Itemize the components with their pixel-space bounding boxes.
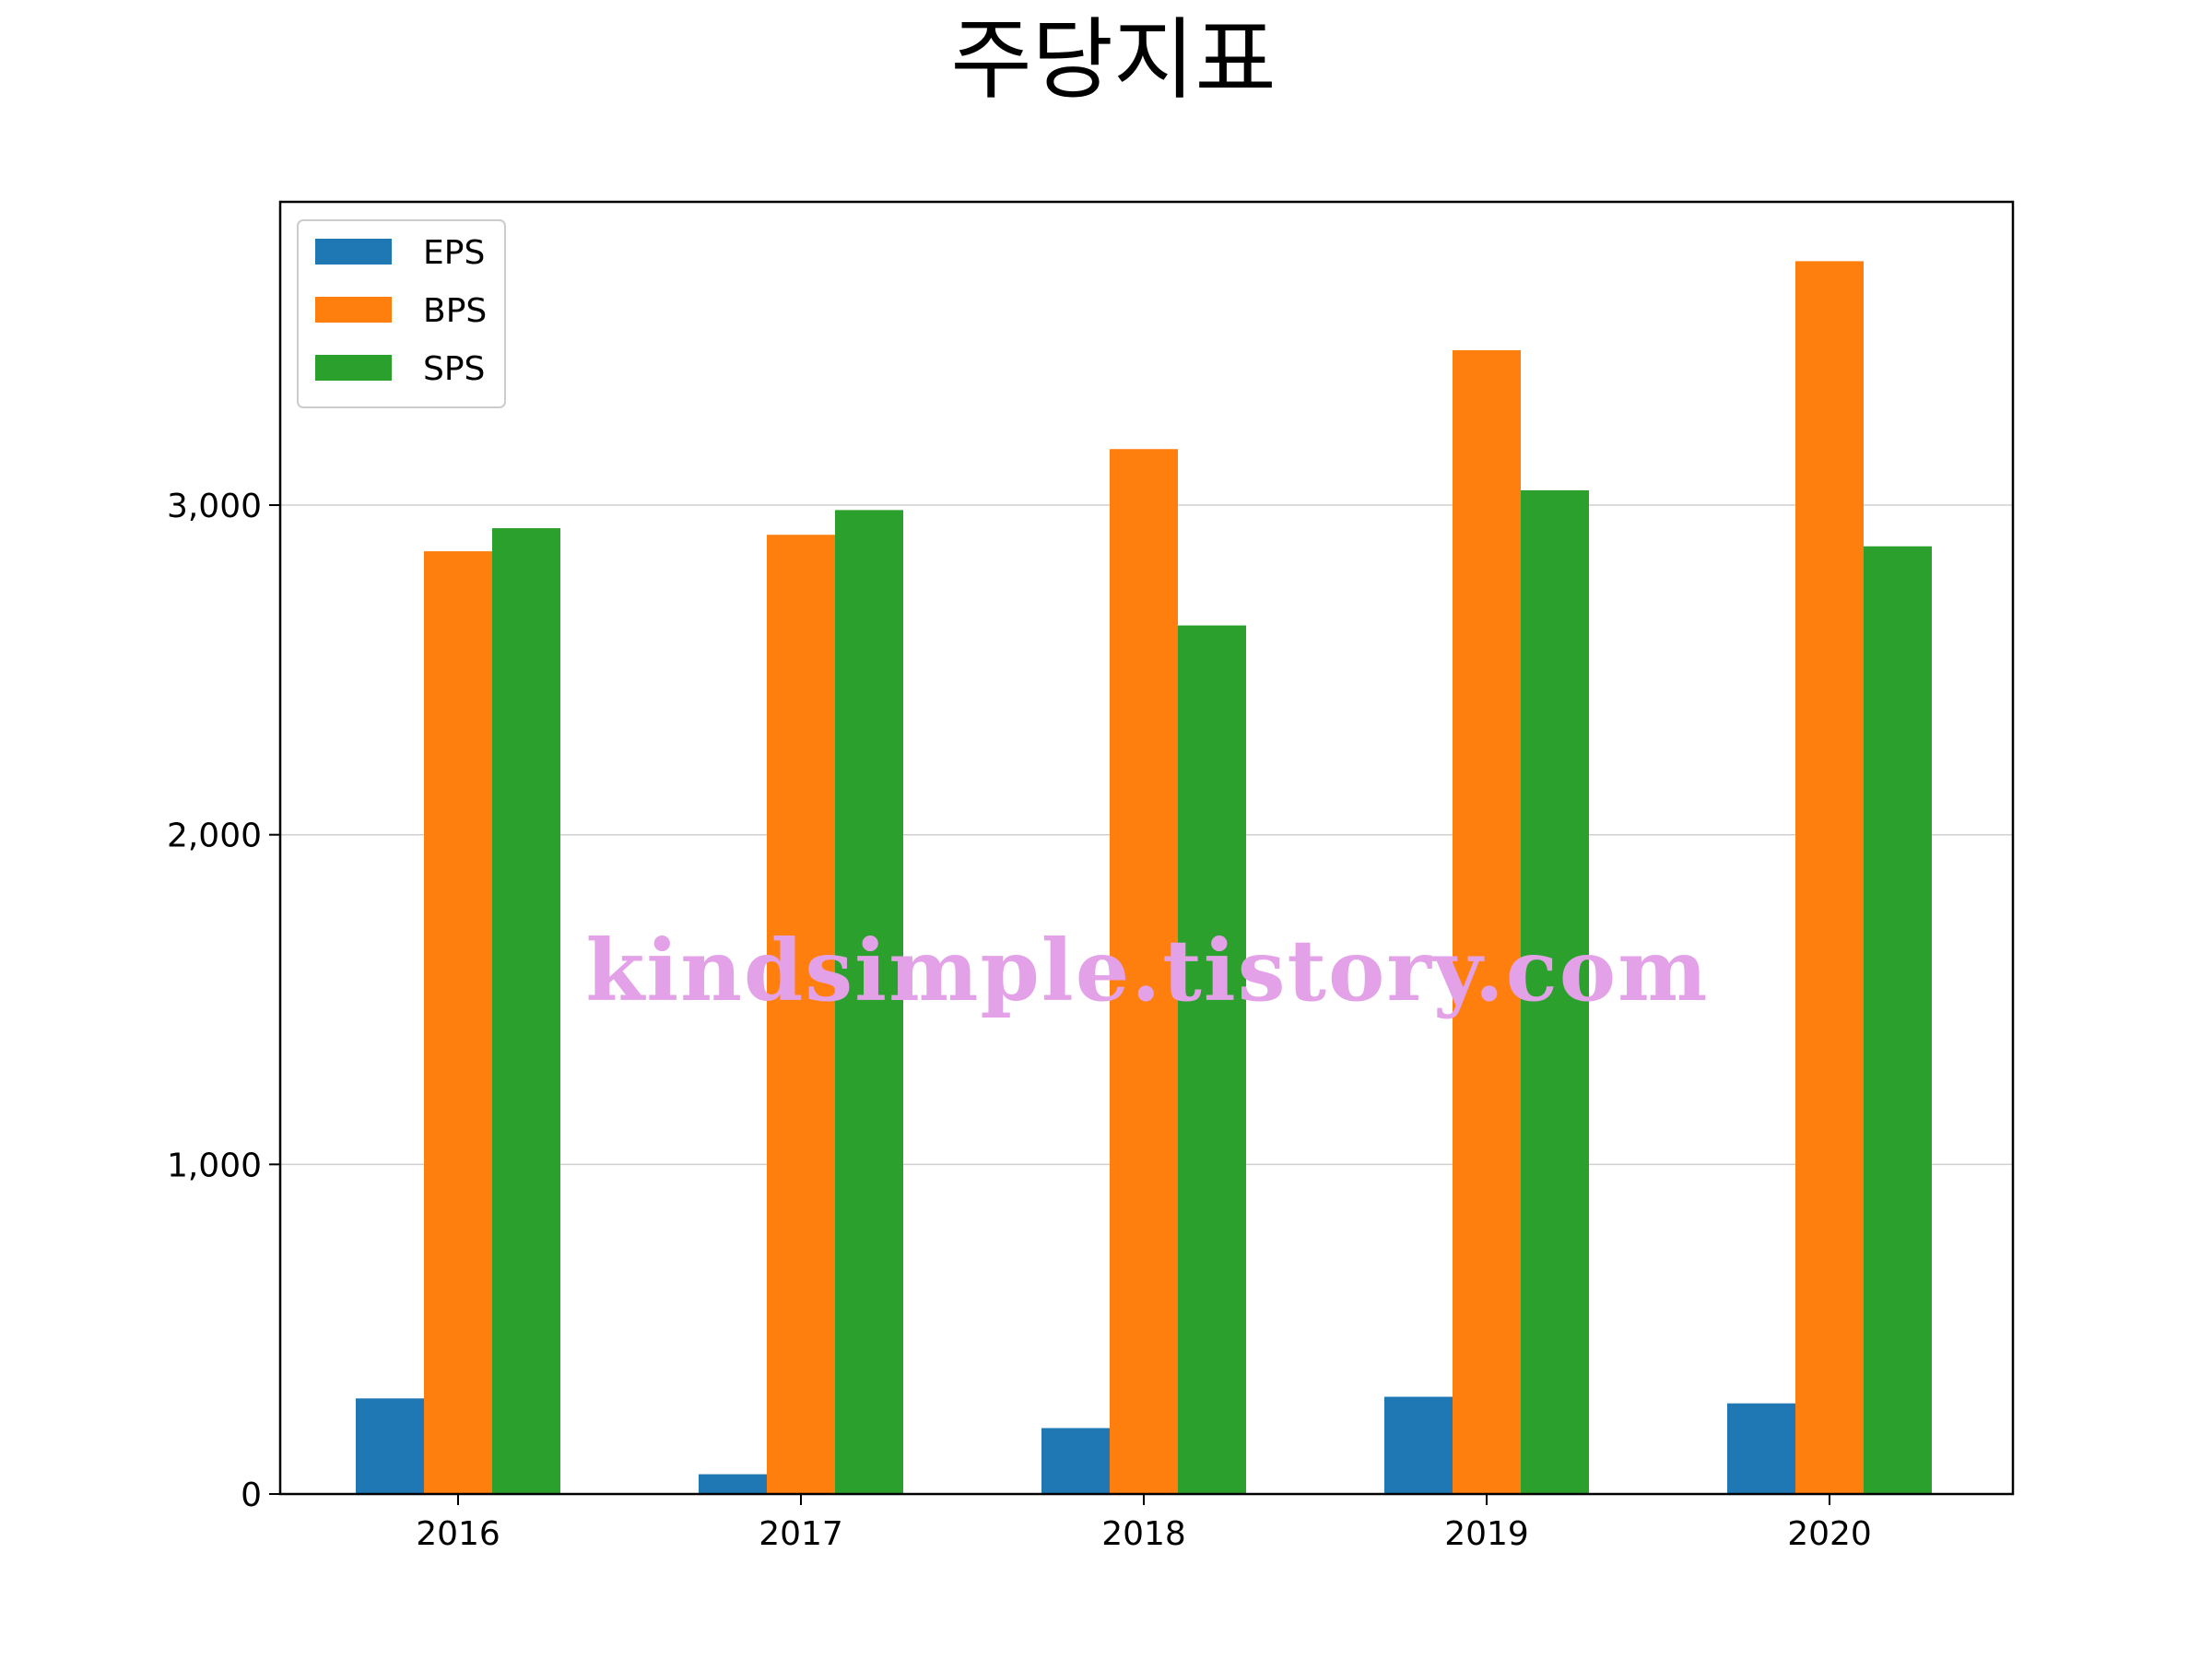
- bar-bps-2016: [424, 551, 492, 1494]
- bar-eps-2019: [1384, 1396, 1453, 1494]
- y-axis: 0 1,000 2,000 3,000: [167, 488, 280, 1514]
- bar-sps-2016: [492, 528, 560, 1494]
- x-tick-label: 2019: [1444, 1515, 1529, 1553]
- bar-bps-2019: [1453, 349, 1521, 1495]
- bar-eps-2017: [699, 1474, 767, 1494]
- bars: [356, 261, 1932, 1495]
- legend-label-eps: EPS: [423, 234, 485, 272]
- bar-sps-2017: [835, 510, 903, 1494]
- x-tick-label: 2018: [1101, 1515, 1186, 1553]
- x-tick-label: 2020: [1787, 1515, 1872, 1553]
- legend-label-sps: SPS: [423, 350, 485, 388]
- bar-sps-2020: [1864, 546, 1932, 1494]
- y-tick-label: 1,000: [167, 1147, 262, 1184]
- y-tick-label: 3,000: [167, 488, 262, 525]
- bar-eps-2016: [356, 1398, 424, 1494]
- chart-title: 주당지표: [950, 8, 1276, 112]
- x-tick-label: 2016: [416, 1515, 500, 1553]
- legend-swatch-eps: [315, 239, 392, 265]
- watermark-text: kindsimple.tistory.com: [585, 921, 1709, 1020]
- legend-swatch-sps: [315, 355, 392, 381]
- bar-eps-2020: [1727, 1403, 1795, 1494]
- y-tick-label: 2,000: [167, 818, 262, 855]
- bar-sps-2018: [1178, 625, 1246, 1494]
- legend-label-bps: BPS: [423, 292, 487, 330]
- bar-bps-2018: [1110, 449, 1178, 1495]
- bar-eps-2018: [1041, 1428, 1110, 1494]
- x-axis: 2016 2017 2018 2019 2020: [416, 1494, 1872, 1553]
- plot-frame: [278, 200, 2015, 1496]
- x-tick-label: 2017: [759, 1515, 843, 1553]
- y-tick-label: 0: [241, 1477, 262, 1514]
- bar-bps-2020: [1795, 261, 1864, 1494]
- bar-bps-2017: [767, 535, 835, 1494]
- legend-swatch-bps: [315, 297, 392, 323]
- legend: EPS BPS SPS: [297, 219, 506, 408]
- bar-sps-2019: [1521, 489, 1589, 1494]
